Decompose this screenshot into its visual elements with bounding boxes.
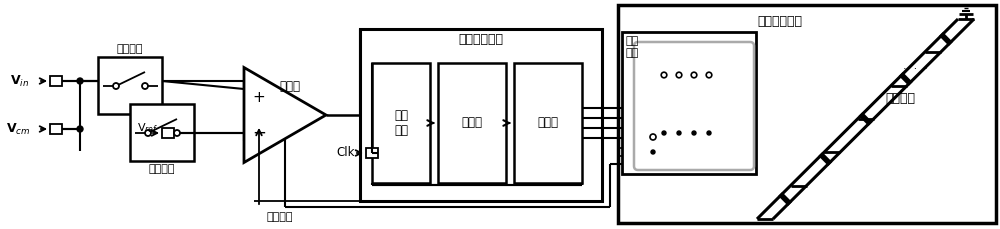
Circle shape	[661, 72, 667, 78]
Circle shape	[77, 78, 83, 84]
Text: −: −	[252, 124, 266, 142]
Polygon shape	[244, 68, 326, 163]
Text: V$_{ref}$: V$_{ref}$	[137, 121, 159, 135]
Bar	[50, 76, 62, 86]
Circle shape	[113, 83, 119, 89]
Bar	[514, 63, 582, 183]
Text: 计数器: 计数器	[462, 117, 482, 130]
Bar	[372, 63, 430, 183]
Text: 译码器: 译码器	[538, 117, 558, 130]
Text: ·  ·  ·: · · ·	[903, 64, 928, 74]
Bar	[98, 57, 162, 114]
Circle shape	[691, 72, 697, 78]
Bar	[360, 29, 602, 201]
Bar	[162, 128, 174, 138]
Bar	[366, 148, 378, 158]
Text: 校准逻辑电路: 校准逻辑电路	[458, 33, 504, 46]
Text: +: +	[253, 90, 265, 104]
Text: V$_{cm}$: V$_{cm}$	[6, 121, 31, 136]
Text: 方向
判别: 方向 判别	[394, 109, 408, 137]
Circle shape	[676, 72, 682, 78]
Bar	[438, 63, 506, 183]
Text: 校准栅压: 校准栅压	[267, 212, 293, 222]
FancyBboxPatch shape	[634, 42, 754, 170]
Circle shape	[77, 126, 83, 132]
Circle shape	[677, 131, 681, 135]
Text: Clk: Clk	[336, 147, 355, 160]
Circle shape	[707, 131, 711, 135]
Circle shape	[662, 131, 666, 135]
Bar	[622, 32, 756, 174]
Bar	[130, 104, 194, 161]
Bar	[639, 112, 667, 162]
Bar	[618, 5, 996, 223]
Circle shape	[142, 83, 148, 89]
Text: 分压电路: 分压电路	[885, 93, 915, 106]
Circle shape	[651, 150, 655, 154]
Circle shape	[706, 72, 712, 78]
Text: 开关
阵列: 开关 阵列	[626, 36, 639, 58]
Text: 栅压产生电路: 栅压产生电路	[758, 15, 802, 28]
Text: 比较器: 比较器	[280, 80, 300, 93]
Circle shape	[145, 130, 151, 136]
Circle shape	[174, 130, 180, 136]
Circle shape	[650, 134, 656, 140]
Text: 短路开关: 短路开关	[117, 44, 143, 54]
Text: 短路开关: 短路开关	[149, 164, 175, 174]
Bar	[50, 124, 62, 134]
Text: V$_{in}$: V$_{in}$	[10, 74, 29, 89]
Circle shape	[692, 131, 696, 135]
